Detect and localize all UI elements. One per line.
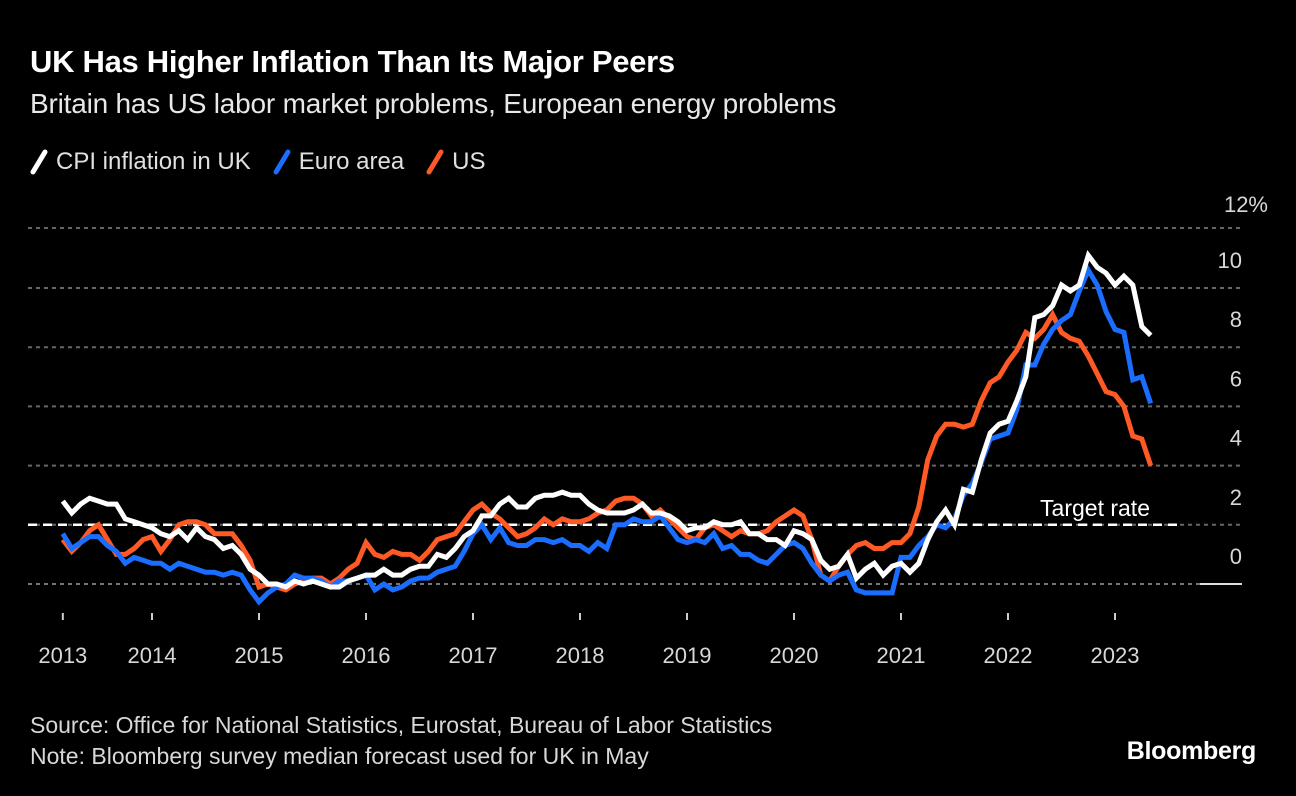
x-tick-label: 2013	[38, 643, 87, 668]
y-tick-label: 2	[1230, 485, 1242, 510]
x-tick-label: 2023	[1091, 643, 1140, 668]
legend-swatch-uk	[30, 149, 48, 175]
target-rate-label: Target rate	[1040, 495, 1150, 521]
legend-item-euro-area: Euro area	[273, 148, 404, 176]
series-line-uk	[60, 249, 1153, 590]
x-tick-label: 2018	[556, 643, 605, 668]
x-tick-label: 2014	[128, 643, 177, 668]
footer: Source: Office for National Statistics, …	[30, 710, 772, 772]
target-rate: Target rate	[28, 495, 1183, 527]
series-lines	[60, 249, 1154, 606]
x-tick-label: 2022	[984, 643, 1033, 668]
x-tick-label: 2017	[449, 643, 498, 668]
source-note: Source: Office for National Statistics, …	[30, 712, 773, 738]
x-tick-label: 2019	[663, 643, 712, 668]
x-tick-label: 2020	[770, 643, 819, 668]
legend-label-us: US	[452, 148, 486, 175]
x-tick-label: 2015	[235, 643, 284, 668]
footnote: Note: Bloomberg survey median forecast u…	[30, 743, 649, 769]
x-axis: 2013 2014 2015 2016 2017 2018 2019 2020 2021 2022…	[38, 613, 1139, 668]
legend-item-us: US	[426, 148, 486, 176]
legend-item-uk: CPI inflation in UK	[30, 148, 251, 176]
legend-swatch-euro-area	[273, 149, 291, 175]
y-axis: 0 2 4 6 8 10 12%	[1218, 192, 1268, 569]
x-tick-label: 2016	[342, 643, 391, 668]
y-tick-label: 12%	[1224, 192, 1268, 217]
y-tick-label: 0	[1230, 544, 1242, 569]
y-tick-label: 4	[1230, 426, 1242, 451]
y-tick-label: 10	[1218, 248, 1242, 273]
y-tick-label: 8	[1230, 307, 1242, 332]
bloomberg-logo: Bloomberg	[1126, 737, 1257, 765]
series-line-us	[60, 309, 1154, 593]
legend-swatch-us	[426, 149, 444, 175]
chart-subtitle: Britain has US labor market problems, Eu…	[30, 88, 837, 119]
chart-title: UK Has Higher Inflation Than Its Major P…	[30, 44, 675, 79]
legend: CPI inflation in UK Euro area US	[30, 148, 486, 176]
x-tick-label: 2021	[877, 643, 926, 668]
legend-label-euro-area: Euro area	[298, 148, 405, 175]
series-line-euro-area	[60, 264, 1154, 606]
y-tick-label: 6	[1230, 366, 1242, 391]
legend-label-uk: CPI inflation in UK	[56, 148, 251, 175]
